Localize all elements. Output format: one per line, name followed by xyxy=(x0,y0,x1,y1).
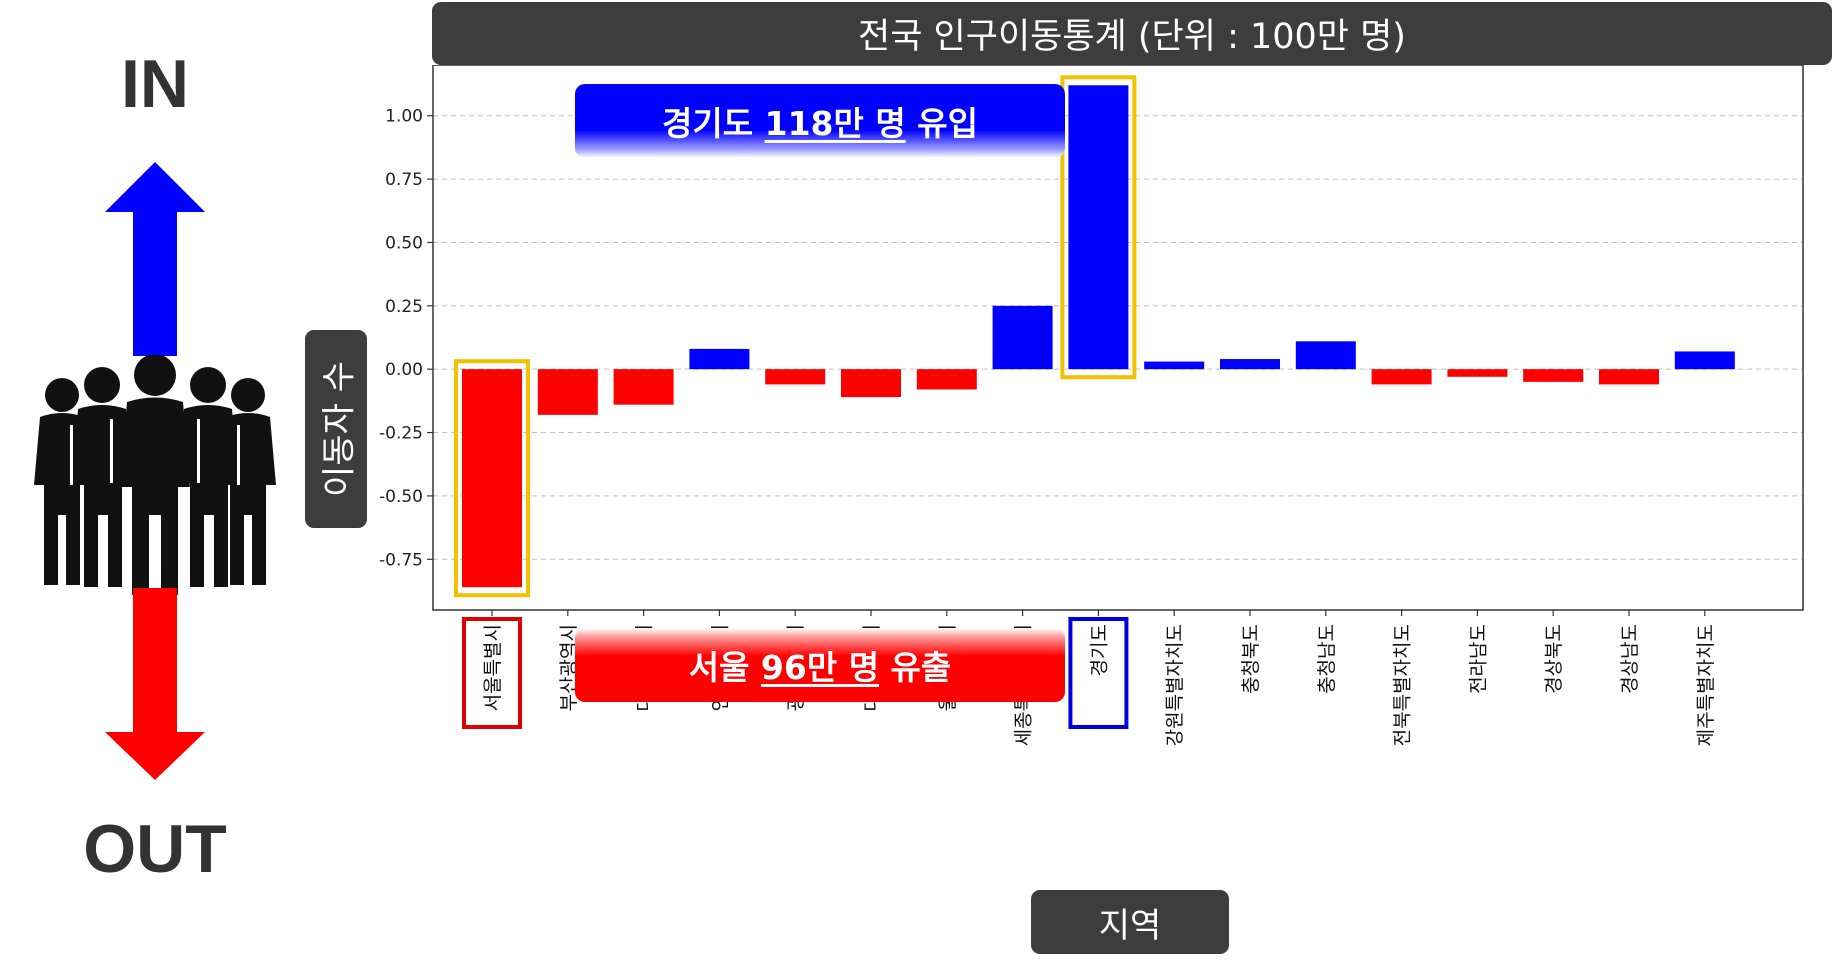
y-axis-label-text: 이동자 수 xyxy=(319,361,360,497)
bar xyxy=(462,369,522,588)
bar xyxy=(689,348,750,370)
bar-highlight-box xyxy=(1060,75,1137,380)
bar xyxy=(537,369,598,415)
bar xyxy=(1371,369,1432,385)
inflow-annotation: 경기도 118만 명 유입 xyxy=(575,84,1065,158)
y-tick-label: 0.50 xyxy=(385,233,423,253)
label-highlight-box xyxy=(1068,617,1129,729)
bar xyxy=(1295,341,1356,370)
bar xyxy=(613,369,674,405)
bar xyxy=(1068,85,1129,370)
x-tick-label: 전라남도 xyxy=(1467,624,1489,694)
outflow-annotation: 서울 96만 명 유출 xyxy=(575,628,1065,702)
plot-frame xyxy=(432,65,1804,611)
x-tick-label: 충청북도 xyxy=(1240,624,1262,694)
x-tick-label: 경상북도 xyxy=(1543,624,1565,694)
x-tick-label: 부산광역시 xyxy=(558,624,580,711)
x-tick-label: 서울특별시 xyxy=(482,624,504,711)
inflow-annotation-prefix: 경기도 xyxy=(662,104,765,143)
outflow-annotation-suffix: 유출 xyxy=(879,648,952,687)
y-tick-label: -0.75 xyxy=(379,550,423,570)
in-label: IN xyxy=(121,46,189,122)
bar-highlight-box xyxy=(454,359,530,598)
bar xyxy=(1447,369,1508,377)
bar xyxy=(1674,351,1735,370)
x-axis-label: 지역 xyxy=(1031,890,1229,954)
arrow-down-icon xyxy=(105,588,205,780)
out-label: OUT xyxy=(83,811,227,887)
x-tick-label: 강원특별자치도 xyxy=(1164,624,1186,746)
label-highlight-box xyxy=(462,617,522,729)
people-group-icon xyxy=(34,355,276,595)
y-tick-label: -0.25 xyxy=(379,424,423,444)
outflow-annotation-amount: 96만 명 xyxy=(760,648,880,687)
x-tick-label: 경상남도 xyxy=(1619,624,1641,694)
y-tick-label: -0.50 xyxy=(379,487,423,507)
bar xyxy=(841,369,901,398)
bar xyxy=(765,369,826,385)
bar xyxy=(1599,369,1659,385)
arrow-down-shape xyxy=(105,588,205,780)
bar xyxy=(992,305,1053,370)
inflow-annotation-amount: 118만 명 xyxy=(764,104,906,143)
y-tick-label: 0.25 xyxy=(385,297,423,317)
bar xyxy=(916,369,977,390)
x-tick-label: 경기도 xyxy=(1088,624,1110,676)
outflow-annotation-prefix: 서울 xyxy=(688,648,761,687)
x-tick-label: 충청남도 xyxy=(1316,624,1338,694)
y-tick-label: 0.75 xyxy=(385,170,423,190)
y-axis-label: 이동자 수 xyxy=(305,330,367,528)
y-tick-label: 0.00 xyxy=(385,360,423,380)
inflow-annotation-suffix: 유입 xyxy=(905,104,978,143)
bar xyxy=(1144,361,1205,370)
bar xyxy=(1220,359,1280,370)
x-tick-label: 제주특별자치도 xyxy=(1695,624,1717,746)
arrow-up-icon xyxy=(105,162,205,356)
bar xyxy=(1523,369,1584,382)
bar-chart: 1.00 0.75 0.50 0.25 0.00 -0.25 -0.50 -0.75 서울특별시… xyxy=(379,65,1804,746)
y-tick-label: 1.00 xyxy=(385,107,423,127)
x-tick-label: 전북특별자치도 xyxy=(1392,624,1414,746)
arrow-up-shape xyxy=(105,162,205,356)
chart-title: 전국 인구이동통계 (단위 : 100만 명) xyxy=(432,2,1832,65)
